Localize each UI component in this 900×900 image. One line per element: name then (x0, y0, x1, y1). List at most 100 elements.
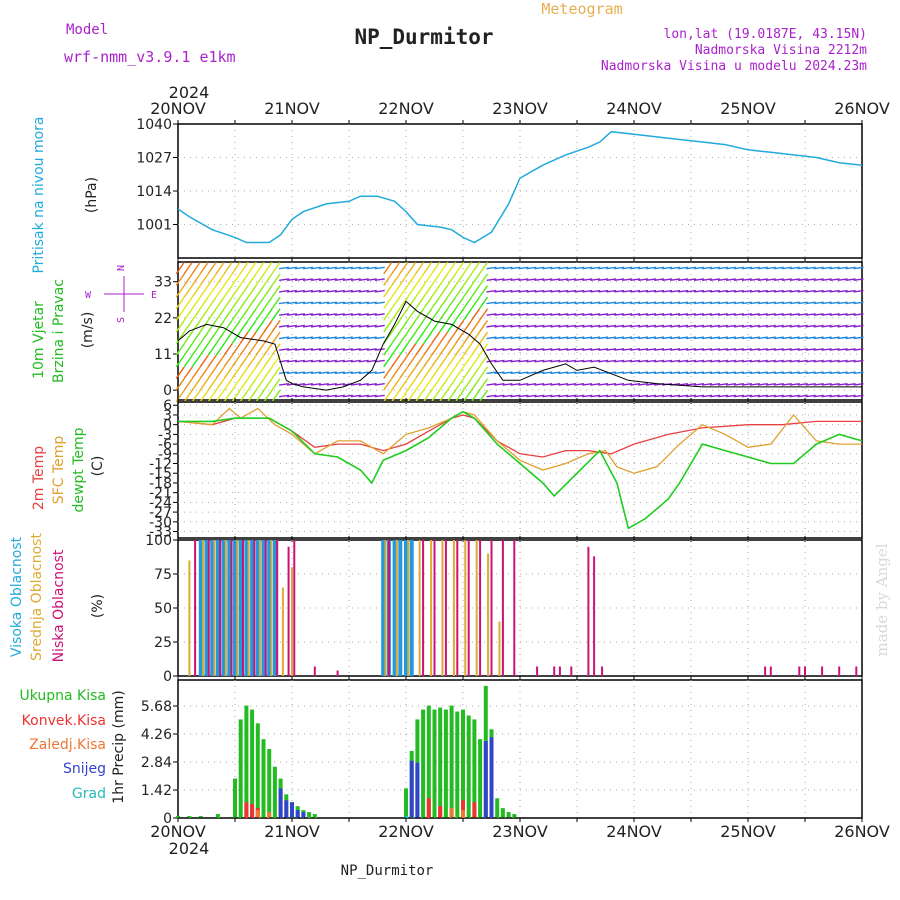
wind-barb-mark (439, 296, 449, 310)
wind-barb-mark (693, 301, 705, 305)
wind-barb-mark (646, 336, 657, 340)
snow-bar (409, 760, 414, 818)
wind-barb-mark (829, 313, 840, 316)
wind-barb-mark (526, 359, 537, 363)
mid-cloud-bar (498, 621, 501, 676)
wind-barb-mark (829, 266, 840, 270)
wind-barb-mark (781, 359, 792, 363)
mid-cloud-bar (452, 540, 455, 676)
cloud-unit: (%) (90, 594, 106, 618)
y-tick-label: 1001 (136, 218, 172, 234)
cloud-ylabel-mid: Srednja Oblacnost (29, 533, 45, 661)
wind-barb-mark (454, 354, 465, 368)
high-cloud-bar (210, 540, 215, 676)
wind-barb-mark (542, 394, 553, 398)
wind-barb-mark (423, 354, 433, 368)
wind-barb-mark (278, 289, 290, 293)
wind-barb-mark (749, 371, 760, 375)
wind-barb-mark (550, 382, 561, 386)
wind-barb-mark (677, 394, 689, 398)
wind-barb-mark (542, 313, 553, 316)
wind-barb-mark (821, 324, 832, 328)
wind-barb-mark (709, 266, 720, 270)
pressure-line (177, 130, 863, 244)
freezing-rain-bar (461, 810, 465, 818)
wind-barb-mark (447, 285, 457, 298)
wind-barb-mark (805, 324, 816, 328)
wind-barb-mark (566, 278, 577, 282)
wind-barb-mark (590, 371, 601, 375)
wind-barb-mark (278, 301, 290, 305)
snow-bar (489, 737, 494, 818)
wind-barb-mark (223, 378, 233, 391)
wind-barb-mark (646, 313, 657, 316)
wind-barb-mark (247, 343, 257, 356)
wind-barb-mark (574, 313, 585, 316)
y-tick-label: 4.26 (141, 727, 172, 743)
wind-barb-mark (765, 324, 776, 328)
wind-barb-mark (470, 261, 481, 275)
wind-barb-mark (606, 313, 617, 316)
wind-barb-mark (407, 354, 417, 368)
wind-barb-mark (709, 371, 720, 375)
wind-barb-mark (374, 278, 385, 282)
high-cloud-bar (221, 540, 226, 676)
wind-barb-mark (813, 359, 824, 363)
convective-rain-bar (461, 800, 465, 818)
y-tick-label: 1027 (136, 151, 172, 167)
wind-barb-mark (294, 371, 306, 375)
wind-barb-mark (845, 278, 856, 282)
wind-barb-mark (701, 324, 713, 328)
wind-barb-mark (423, 343, 433, 356)
wind-barb-mark (399, 366, 409, 379)
panels-layer: 10401027101410013322110630-3-6-9-12-15-1… (136, 117, 864, 827)
wind-barb-mark (526, 324, 537, 328)
wind-barb-mark (183, 308, 193, 321)
wind-barb-mark (677, 266, 689, 270)
wind-barb-mark (805, 289, 816, 293)
wind-barb-mark (423, 331, 433, 344)
wind-barb-mark (789, 266, 800, 270)
wind-barb-mark (558, 266, 569, 270)
wind-barb-mark (797, 394, 808, 398)
wind-barb-mark (447, 296, 457, 310)
wind-barb-mark (326, 348, 337, 351)
y-tick-label: -12 (149, 457, 172, 473)
wind-barb-mark (765, 359, 776, 363)
mid-cloud-bar (291, 567, 293, 676)
wind-barb-mark (310, 266, 321, 270)
wind-barb-mark (765, 313, 776, 316)
wind-barb-mark (302, 359, 314, 363)
wind-barb-mark (502, 359, 513, 363)
wind-barb-mark (358, 266, 369, 270)
wind-barb-mark (334, 313, 345, 316)
wind-barb-mark (701, 289, 713, 293)
wind-barb-mark (837, 278, 848, 282)
wind-barb-mark (286, 289, 298, 293)
wind-barb-mark (534, 289, 545, 293)
x-tick-label-top: 21NOV (264, 99, 320, 118)
wind-barb-mark (447, 308, 457, 321)
wind-barb-mark (199, 343, 209, 356)
x-tick-label-top: 23NOV (492, 99, 548, 118)
wind-barb-mark (486, 336, 497, 340)
mid-cloud-bar (407, 540, 410, 676)
total-rain-bar (438, 707, 443, 818)
wind-barb-mark (334, 278, 345, 282)
wind-barb-mark (837, 394, 848, 398)
wind-barb-mark (358, 371, 369, 375)
y-tick-label: 1.42 (141, 783, 172, 799)
wind-barb-mark (223, 366, 233, 379)
wind-barb-mark (701, 371, 713, 375)
wind-barb-mark (709, 394, 720, 398)
wind-barb-mark (566, 324, 577, 328)
wind-barb-mark (853, 359, 864, 363)
x-tick-label-bottom: 23NOV (492, 822, 548, 841)
wind-barb-mark (494, 382, 505, 386)
low-cloud-bar (433, 540, 436, 676)
wind-barb-mark (502, 266, 513, 270)
wind-barb-mark (534, 266, 545, 270)
wind-barb-mark (462, 285, 473, 298)
wind-barb-mark (677, 336, 689, 340)
wind-barb-mark (263, 378, 273, 391)
